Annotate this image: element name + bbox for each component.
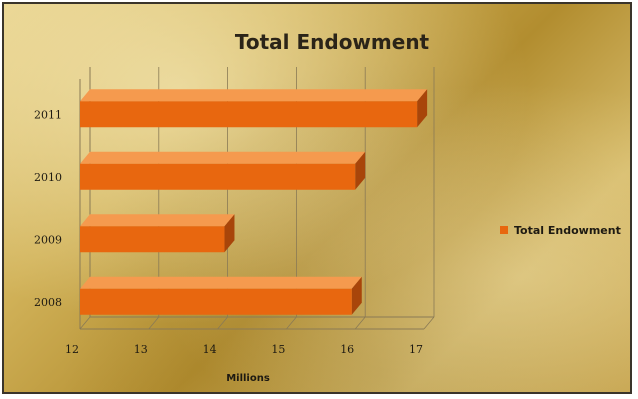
bar-side-2008 xyxy=(351,276,362,315)
floor-tick-12 xyxy=(79,316,91,330)
bar-side-2011 xyxy=(417,89,428,128)
chart-frame: Total Endowment 2008 2009 2010 2011 12 13 14 1… xyxy=(2,2,632,394)
y-tick-2009: 2009 xyxy=(34,233,62,246)
y-tick-2010: 2010 xyxy=(34,171,62,184)
bar-front-2009 xyxy=(80,226,225,253)
bar-2009 xyxy=(80,214,235,253)
floor-tick-16 xyxy=(354,316,366,330)
floor-tick-17 xyxy=(423,316,435,330)
floor-tick-13 xyxy=(148,316,160,330)
y-tick-labels: 2008 2009 2010 2011 xyxy=(34,108,62,309)
y-tick-2011: 2011 xyxy=(34,108,62,121)
bar-side-2010 xyxy=(355,151,366,190)
bar-2011 xyxy=(80,89,428,128)
x-axis-title: Millions xyxy=(226,373,270,384)
x-tick-14: 14 xyxy=(203,343,217,356)
bar-front-2008 xyxy=(80,288,352,315)
x-tick-12: 12 xyxy=(65,343,79,356)
bar-side-2009 xyxy=(224,214,235,253)
bar-2010 xyxy=(80,151,366,190)
x-tick-labels: 12 13 14 15 16 17 xyxy=(65,343,423,356)
bar-layer xyxy=(80,89,428,315)
floor-tick-15 xyxy=(286,316,297,330)
bar-top-2010 xyxy=(80,151,366,164)
legend-label: Total Endowment xyxy=(514,224,621,237)
y-tick-2008: 2008 xyxy=(34,296,62,309)
x-tick-15: 15 xyxy=(271,343,285,356)
bar-top-2011 xyxy=(80,89,428,102)
legend-swatch xyxy=(500,226,508,234)
x-tick-17: 17 xyxy=(409,343,423,356)
x-tick-13: 13 xyxy=(134,343,148,356)
floor-tick-14 xyxy=(217,316,228,330)
chart-title: Total Endowment xyxy=(235,30,430,54)
bar-top-2008 xyxy=(80,276,362,289)
x-tick-16: 16 xyxy=(340,343,354,356)
bar-front-2010 xyxy=(80,163,356,190)
bar-top-2009 xyxy=(80,214,235,227)
bar-front-2011 xyxy=(80,101,418,128)
bar-2008 xyxy=(80,276,362,315)
legend: Total Endowment xyxy=(500,224,621,237)
